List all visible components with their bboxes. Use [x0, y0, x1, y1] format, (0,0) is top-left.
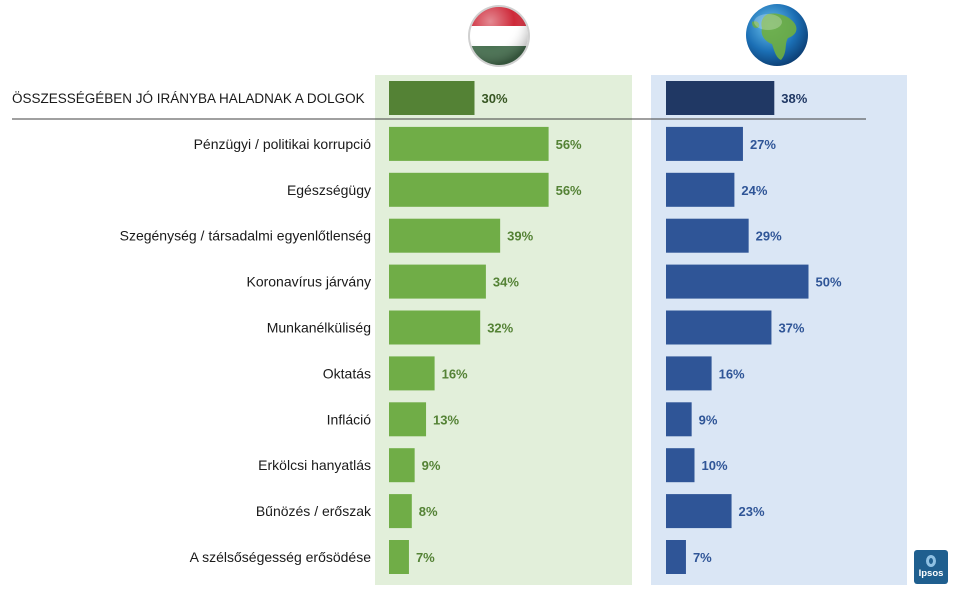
category-label: Munkanélküliség — [267, 320, 371, 336]
ipsos-logo-text: Ipsos — [918, 568, 944, 579]
global-bar — [666, 402, 692, 437]
hungary-bar — [389, 448, 415, 483]
hungary-bar — [389, 81, 475, 115]
hungary-bar — [389, 540, 409, 574]
ipsos-logo-mark — [926, 555, 936, 567]
hungary-value-label: 16% — [442, 366, 468, 381]
global-bar — [666, 264, 809, 299]
hungary-flag-icon — [468, 5, 530, 67]
overall-direction-label: ÖSSZESSÉGÉBEN JÓ IRÁNYBA HALADNAK A DOLG… — [12, 91, 365, 106]
category-label: Oktatás — [323, 365, 371, 381]
global-value-label: 27% — [750, 137, 776, 152]
hungary-value-label: 39% — [507, 229, 533, 244]
category-label: Erkölcsi hanyatlás — [258, 457, 371, 473]
category-label: Szegénység / társadalmi egyenlőtlenség — [120, 228, 371, 244]
category-label: Pénzügyi / politikai korrupció — [194, 136, 372, 152]
global-bar — [666, 172, 735, 207]
hungary-value-label: 56% — [556, 183, 582, 198]
global-value-label: 16% — [719, 366, 745, 381]
global-bar — [666, 310, 772, 345]
global-value-label: 50% — [816, 275, 842, 290]
hungary-value-label: 30% — [482, 91, 508, 106]
category-label: Bűnözés / erőszak — [256, 503, 372, 519]
global-value-label: 10% — [702, 458, 728, 473]
category-label: Egészségügy — [287, 182, 371, 198]
global-bar — [666, 218, 749, 253]
global-value-label: 29% — [756, 229, 782, 244]
hungary-value-label: 8% — [419, 504, 438, 519]
ipsos-logo: Ipsos — [914, 550, 948, 584]
global-value-label: 24% — [741, 183, 767, 198]
global-bar — [666, 126, 743, 161]
hungary-bar — [389, 494, 412, 529]
category-label: Koronavírus járvány — [246, 274, 371, 290]
hungary-value-label: 9% — [422, 458, 441, 473]
hungary-bar — [389, 402, 427, 437]
global-value-label: 37% — [778, 321, 804, 336]
category-label: Infláció — [327, 411, 372, 427]
hungary-value-label: 7% — [416, 550, 435, 565]
global-value-label: 9% — [699, 412, 718, 427]
global-bar — [666, 448, 695, 483]
global-bar — [666, 540, 686, 574]
hungary-bar — [389, 356, 435, 391]
hungary-value-label: 56% — [556, 137, 582, 152]
globe-icon — [746, 4, 808, 66]
category-label: A szélsőségesség erősödése — [190, 549, 372, 565]
hungary-value-label: 34% — [493, 275, 519, 290]
hungary-value-label: 32% — [487, 321, 513, 336]
global-bar — [666, 81, 775, 115]
global-bar — [666, 356, 712, 391]
hungary-bar — [389, 172, 549, 207]
global-value-label: 38% — [781, 91, 807, 106]
hungary-bar — [389, 218, 501, 253]
hungary-value-label: 13% — [433, 412, 459, 427]
hungary-bar — [389, 310, 481, 345]
hungary-bar — [389, 126, 549, 161]
global-value-label: 23% — [739, 504, 765, 519]
global-value-label: 7% — [693, 550, 712, 565]
hungary-bar — [389, 264, 486, 299]
global-bar — [666, 494, 732, 529]
